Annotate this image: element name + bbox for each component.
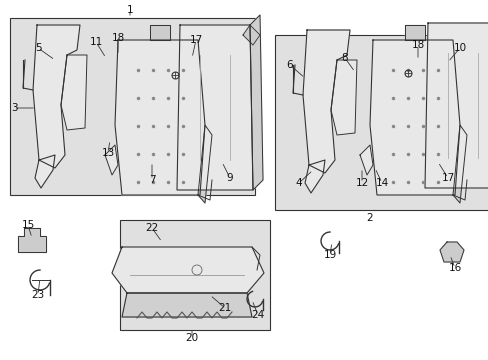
Polygon shape [369,40,459,195]
Text: 5: 5 [35,43,41,53]
Bar [120,220,269,330]
Text: 7: 7 [148,175,155,185]
Text: 8: 8 [341,53,347,63]
Text: 21: 21 [218,303,231,313]
Polygon shape [198,125,212,203]
Polygon shape [18,228,46,252]
Bar [274,35,488,210]
Text: 16: 16 [447,263,461,273]
Polygon shape [115,40,204,195]
Polygon shape [112,247,264,293]
Polygon shape [424,23,488,188]
Polygon shape [303,30,349,173]
Polygon shape [35,155,55,188]
Text: 12: 12 [355,178,368,188]
Polygon shape [439,242,463,262]
Text: 20: 20 [185,333,198,343]
Bar [10,18,254,195]
Polygon shape [177,25,252,190]
Text: 6: 6 [286,60,293,70]
Text: 10: 10 [452,43,466,53]
Polygon shape [305,160,325,193]
Text: 18: 18 [111,33,124,43]
Polygon shape [330,60,356,135]
Text: 18: 18 [410,40,424,50]
Text: 11: 11 [89,37,102,47]
Polygon shape [33,25,80,168]
Polygon shape [359,145,372,175]
Polygon shape [452,125,466,203]
Text: 14: 14 [375,178,388,188]
Text: 3: 3 [11,103,17,113]
Text: 13: 13 [101,148,114,158]
Text: 4: 4 [295,178,302,188]
Polygon shape [243,25,260,45]
Polygon shape [150,25,170,40]
Text: 23: 23 [31,290,44,300]
Text: 2: 2 [366,213,372,223]
Text: 24: 24 [251,310,264,320]
Polygon shape [61,55,87,130]
Text: 9: 9 [226,173,233,183]
Text: 15: 15 [21,220,35,230]
Polygon shape [122,293,251,317]
Text: 1: 1 [126,5,133,15]
Polygon shape [105,145,118,175]
Polygon shape [249,15,263,190]
Text: 19: 19 [323,250,336,260]
Text: 22: 22 [145,223,158,233]
Polygon shape [404,25,424,40]
Text: 17: 17 [189,35,202,45]
Text: 17: 17 [441,173,454,183]
